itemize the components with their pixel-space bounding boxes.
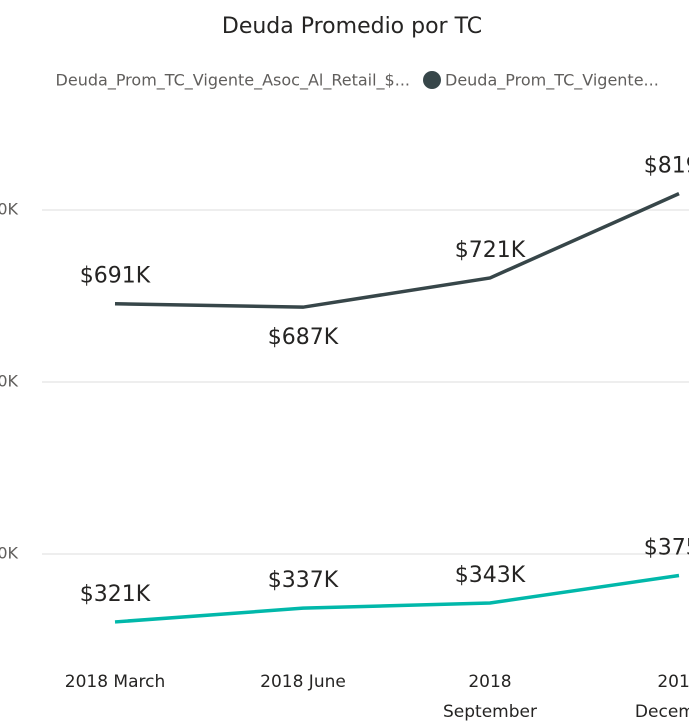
data-label: $321K xyxy=(80,582,151,607)
legend-label: Deuda_Prom_TC_Vigente... xyxy=(445,71,659,91)
legend-label: Deuda_Prom_TC_Vigente_Asoc_Al_Retail_$..… xyxy=(56,71,410,91)
x-tick-label: 2018 March xyxy=(65,672,166,692)
y-tick-label: $400K xyxy=(0,544,19,563)
data-label: $819K xyxy=(644,154,689,179)
data-label: $375K xyxy=(644,536,689,561)
data-label: $691K xyxy=(80,264,151,289)
line xyxy=(114,573,680,624)
data-label: $337K xyxy=(268,568,339,593)
chart-title: Deuda Promedio por TC xyxy=(222,14,482,39)
y-tick-label: $800K xyxy=(0,200,19,219)
x-tick-label: 2018 September xyxy=(443,672,537,722)
x-tick-label: 2018 June xyxy=(260,672,346,692)
y-tick-label: $600K xyxy=(0,372,19,391)
data-label: $343K xyxy=(455,563,526,588)
data-label: $721K xyxy=(455,238,526,263)
data-label: $687K xyxy=(268,325,339,350)
legend-marker xyxy=(423,71,441,89)
x-tick-label: 2018December xyxy=(635,672,689,722)
line xyxy=(114,192,680,309)
